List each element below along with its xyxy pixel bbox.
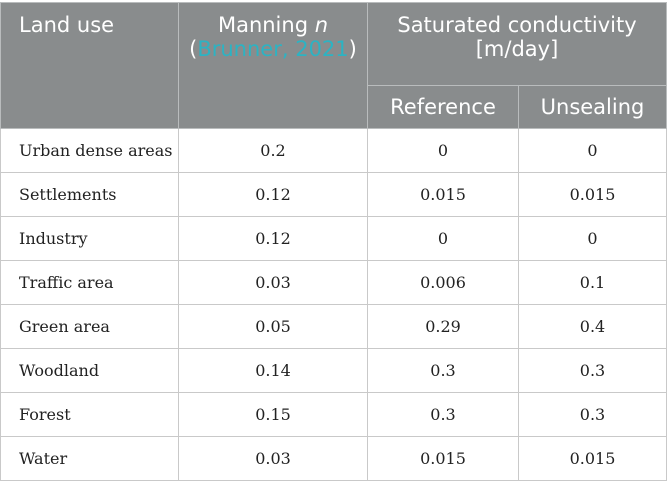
cell-manning: 0.12 xyxy=(178,172,368,217)
citation-link[interactable]: Brunner, 2021 xyxy=(197,37,349,61)
cell-unsealing: 0 xyxy=(517,216,668,261)
cell-reference: 0 xyxy=(367,216,519,261)
cell-land-use: Green area xyxy=(0,304,179,349)
cell-manning: 0.12 xyxy=(178,216,368,261)
cell-unsealing: 0.3 xyxy=(517,348,668,393)
table-row: Settlements 0.12 0.015 0.015 xyxy=(0,172,668,217)
cell-unsealing: 0.015 xyxy=(517,172,668,217)
paren-close: ) xyxy=(348,37,357,61)
cell-reference: 0.3 xyxy=(367,348,519,393)
table-row: Urban dense areas 0.2 0 0 xyxy=(0,128,668,173)
header-saturated-conductivity: Saturated conductivity [m/day] xyxy=(366,2,668,86)
table-row: Water 0.03 0.015 0.015 xyxy=(0,436,668,481)
cell-manning: 0.03 xyxy=(178,260,368,305)
table-row: Green area 0.05 0.29 0.4 xyxy=(0,304,668,349)
header-unsealing: Unsealing xyxy=(517,85,668,129)
cell-unsealing: 0.1 xyxy=(517,260,668,305)
header-row-2: Reference Unsealing xyxy=(1,85,668,129)
paren-open: ( xyxy=(189,37,198,61)
table-row: Forest 0.15 0.3 0.3 xyxy=(0,392,668,437)
header-manning: Manning n (Brunner, 2021) xyxy=(178,2,368,129)
manning-label: Manning xyxy=(217,13,315,37)
manning-symbol: n xyxy=(314,13,329,37)
cell-unsealing: 0 xyxy=(517,128,668,173)
cell-land-use: Settlements xyxy=(0,172,179,217)
table-row: Traffic area 0.03 0.006 0.1 xyxy=(0,260,668,305)
table-row: Industry 0.12 0 0 xyxy=(0,216,668,261)
cell-land-use: Industry xyxy=(0,216,179,261)
cell-manning: 0.2 xyxy=(178,128,368,173)
table-row: Woodland 0.14 0.3 0.3 xyxy=(0,348,668,393)
cell-land-use: Water xyxy=(0,436,179,481)
cell-land-use: Urban dense areas xyxy=(0,128,179,173)
table-body: Urban dense areas 0.2 0 0 Settlements 0.… xyxy=(0,128,668,481)
cell-manning: 0.05 xyxy=(178,304,368,349)
cell-unsealing: 0.3 xyxy=(517,392,668,437)
table-header: Land use Manning n (Brunner, 2021) Satura… xyxy=(0,2,668,129)
cell-manning: 0.15 xyxy=(178,392,368,437)
header-row-1: Land use Manning n (Brunner, 2021) Satura… xyxy=(0,2,668,129)
cell-reference: 0.29 xyxy=(367,304,519,349)
cell-reference: 0.015 xyxy=(367,436,519,481)
cell-land-use: Forest xyxy=(0,392,179,437)
cell-land-use: Woodland xyxy=(0,348,179,393)
cell-manning: 0.03 xyxy=(178,436,368,481)
cell-reference: 0.006 xyxy=(367,260,519,305)
cell-unsealing: 0.4 xyxy=(517,304,668,349)
cell-reference: 0 xyxy=(367,128,519,173)
header-land-use: Land use xyxy=(0,2,179,129)
cell-reference: 0.3 xyxy=(367,392,519,437)
cell-reference: 0.015 xyxy=(367,172,519,217)
cell-manning: 0.14 xyxy=(178,348,368,393)
header-reference: Reference xyxy=(367,85,519,129)
cell-unsealing: 0.015 xyxy=(517,436,668,481)
cell-land-use: Traffic area xyxy=(0,260,179,305)
